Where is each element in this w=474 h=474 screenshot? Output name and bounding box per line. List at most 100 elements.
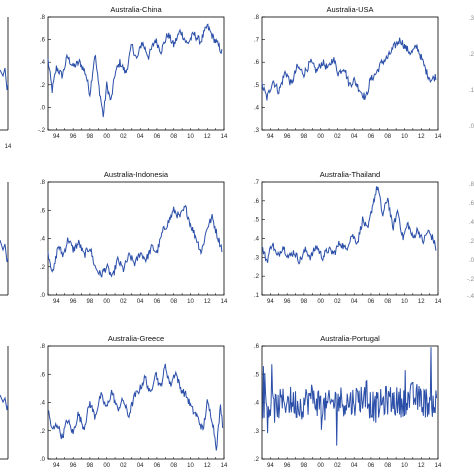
chart-panel: Australia-USA .3 .4 .5 .6 .7 .8 94 96 98 00 02 04 06 0… (254, 5, 442, 140)
cropped-series-line (0, 394, 9, 411)
cropped-tick-label: 14 (5, 144, 12, 150)
series-line (261, 37, 437, 101)
x-tick-label: 98 (87, 299, 94, 305)
y-tick-label: .7 (254, 38, 260, 44)
y-tick-label: .6 (40, 38, 46, 44)
y-tick-label: .7 (254, 180, 260, 186)
y-tick-label: .4 (254, 237, 260, 243)
chart-panels: Australia-China -.2 .0 .2 .4 .6 .8 94 96 98 00 02 04… (38, 5, 442, 469)
y-tick-label: .6 (254, 344, 260, 350)
x-tick-label: 00 (317, 299, 324, 305)
x-tick-label: 98 (301, 299, 308, 305)
y-tick-label: .0 (40, 457, 46, 463)
x-tick-label: 96 (284, 134, 291, 140)
y-tick-label: .2 (40, 83, 46, 89)
cropped-tick-label: .2 (469, 52, 474, 58)
x-tick-label: 10 (401, 299, 408, 305)
y-tick-label: .6 (40, 372, 46, 378)
x-tick-label: 12 (418, 463, 425, 469)
x-tick-label: 14 (221, 134, 228, 140)
x-tick-label: 06 (154, 134, 161, 140)
plot-frame (47, 181, 225, 296)
x-tick-label: 04 (137, 134, 144, 140)
x-tick-label: 12 (204, 134, 211, 140)
y-tick-label: .8 (40, 180, 46, 186)
x-tick-label: 02 (334, 134, 341, 140)
y-tick-label: .2 (40, 265, 46, 271)
cropped-neighbor-panels: 14 .3 .2 .1 .0 .8 .6 .4 .2 .0 -.2 -.4 (0, 16, 474, 460)
x-tick-label: 98 (87, 134, 94, 140)
y-tick-label: .5 (254, 218, 260, 224)
cropped-tick-label: -.4 (467, 294, 474, 300)
x-tick-label: 10 (401, 134, 408, 140)
x-tick-label: 00 (317, 463, 324, 469)
y-tick-label: -.2 (38, 128, 46, 134)
y-tick-label: .5 (254, 83, 260, 89)
y-tick-label: .6 (254, 199, 260, 205)
x-tick-label: 00 (103, 134, 110, 140)
cropped-tick-label: .2 (469, 239, 474, 245)
x-tick-label: 10 (187, 463, 194, 469)
x-tick-label: 00 (317, 134, 324, 140)
cropped-tick-label: .8 (469, 182, 474, 188)
x-tick-label: 96 (70, 463, 77, 469)
series-line (261, 347, 438, 446)
x-tick-label: 02 (334, 463, 341, 469)
y-tick-label: .3 (254, 429, 260, 435)
series-line (261, 186, 437, 265)
x-tick-label: 10 (187, 299, 194, 305)
y-tick-label: .5 (254, 372, 260, 378)
x-tick-label: 96 (284, 463, 291, 469)
x-tick-label: 94 (53, 134, 60, 140)
x-tick-label: 08 (170, 299, 177, 305)
x-tick-label: 10 (187, 134, 194, 140)
x-tick-label: 12 (204, 299, 211, 305)
y-tick-label: .3 (254, 128, 260, 134)
x-tick-label: 08 (170, 463, 177, 469)
cropped-tick-label: .0 (469, 124, 474, 130)
x-tick-label: 14 (435, 134, 442, 140)
y-tick-label: .6 (40, 208, 46, 214)
x-tick-label: 14 (435, 463, 442, 469)
x-tick-label: 98 (301, 134, 308, 140)
x-tick-label: 12 (418, 134, 425, 140)
x-tick-label: 00 (103, 299, 110, 305)
x-tick-label: 06 (368, 134, 375, 140)
x-tick-label: 94 (267, 463, 274, 469)
x-tick-label: 10 (401, 463, 408, 469)
cropped-tick-label: .0 (469, 258, 474, 264)
y-tick-label: .1 (254, 293, 260, 299)
cropped-tick-label: -.2 (467, 277, 474, 283)
x-tick-label: 04 (351, 299, 358, 305)
x-tick-label: 08 (170, 134, 177, 140)
x-tick-label: 08 (384, 463, 391, 469)
x-tick-label: 04 (351, 134, 358, 140)
y-tick-label: .0 (40, 105, 46, 111)
chart-panel: Australia-China -.2 .0 .2 .4 .6 .8 94 96 98 00 02 04… (38, 5, 228, 140)
x-tick-label: 96 (70, 134, 77, 140)
chart-panel: Australia-Indonesia .0 .2 .4 .6 .8 94 96 98 00 02 0… (40, 170, 228, 305)
x-tick-label: 00 (103, 463, 110, 469)
plot-frame (261, 16, 439, 131)
x-tick-label: 02 (334, 299, 341, 305)
cropped-series-line (0, 239, 9, 263)
x-tick-label: 08 (384, 299, 391, 305)
plot-frame (47, 16, 225, 131)
y-tick-label: .8 (40, 15, 46, 21)
plot-frame (47, 345, 225, 460)
y-tick-label: .4 (40, 237, 46, 243)
chart-title: Australia-USA (326, 5, 373, 14)
series-line (47, 204, 223, 278)
chart-title: Australia-Thailand (320, 170, 380, 179)
y-tick-label: .6 (254, 60, 260, 66)
x-tick-label: 04 (137, 463, 144, 469)
chart-panel: Australia-Portugal .2 .3 .4 .5 .6 94 96 98 00 02 04… (254, 334, 442, 469)
y-tick-label: .8 (254, 15, 260, 21)
x-tick-label: 14 (435, 299, 442, 305)
x-tick-label: 12 (204, 463, 211, 469)
series-line (47, 23, 223, 118)
x-tick-label: 04 (137, 299, 144, 305)
x-tick-label: 04 (351, 463, 358, 469)
y-tick-label: .4 (40, 60, 46, 66)
y-tick-label: .4 (254, 105, 260, 111)
